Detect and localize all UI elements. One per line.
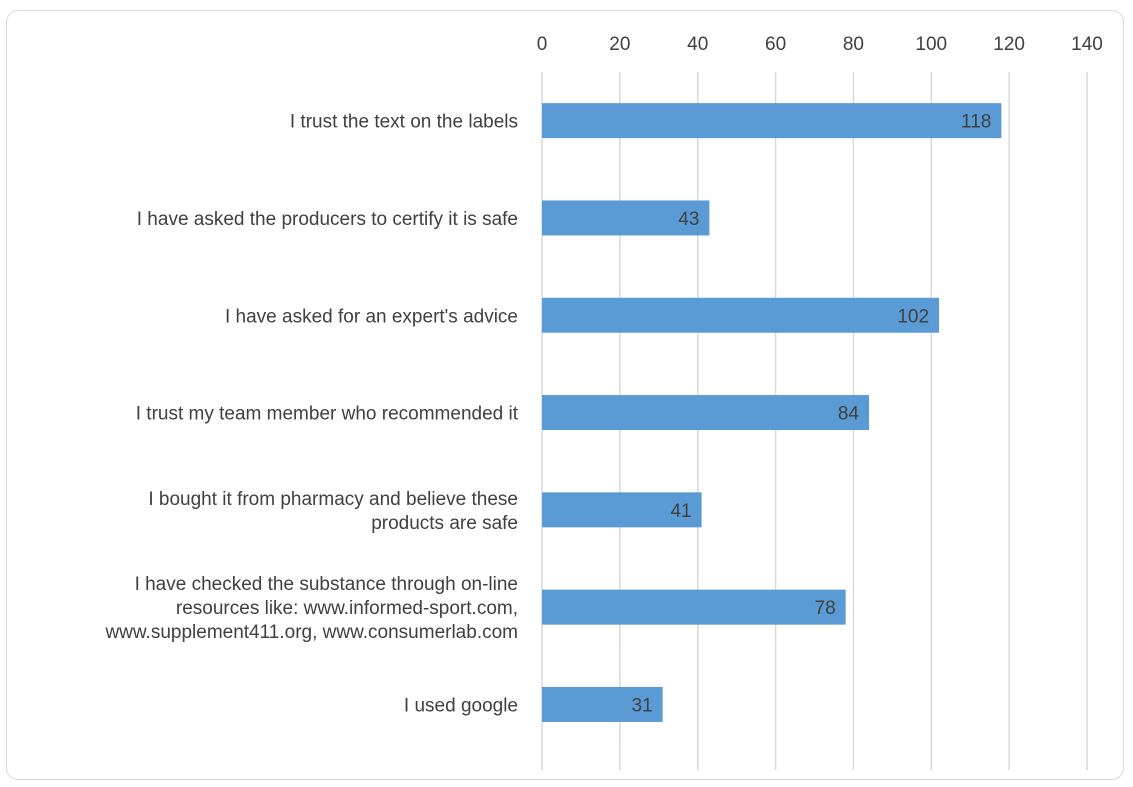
category-label: I trust the text on the labels — [290, 112, 518, 133]
data-label: 31 — [632, 695, 653, 716]
bar — [542, 395, 869, 431]
data-label: 102 — [897, 306, 929, 327]
data-labels: 118 43 102 84 41 78 31 — [632, 112, 992, 717]
data-label: 118 — [961, 112, 991, 133]
data-label: 84 — [838, 404, 860, 425]
x-tick-label: 140 — [1071, 34, 1103, 55]
bar — [542, 297, 940, 333]
category-label-line: I have asked the producers to certify it… — [137, 209, 518, 230]
category-label-line: resources like: www.informed-sport.com, — [176, 598, 518, 619]
bars — [542, 103, 1002, 722]
x-tick-label: 100 — [915, 34, 947, 55]
category-label: I have asked the producers to certify it… — [137, 209, 518, 230]
data-label: 78 — [815, 598, 836, 619]
category-label: I have checked the substance through on-… — [104, 574, 518, 643]
data-label: 41 — [670, 501, 691, 522]
category-label: I bought it from pharmacy and believe th… — [148, 489, 518, 534]
bar — [542, 686, 663, 722]
category-label: I used google — [404, 695, 518, 716]
category-label-line: I trust the text on the labels — [290, 112, 518, 133]
category-label: I trust my team member who recommended i… — [136, 404, 519, 425]
category-label: I have asked for an expert's advice — [225, 306, 518, 327]
category-label-line: I have checked the substance through on-… — [135, 574, 518, 595]
category-label-line: products are safe — [371, 513, 518, 534]
x-tick-label: 0 — [537, 34, 548, 55]
chart-frame — [6, 10, 1124, 780]
bar — [542, 589, 846, 625]
category-label-line: I bought it from pharmacy and believe th… — [148, 489, 518, 510]
category-label-line: I used google — [404, 695, 518, 716]
data-label: 43 — [678, 209, 699, 230]
category-label-line: I trust my team member who recommended i… — [136, 404, 519, 425]
bar — [542, 200, 710, 236]
x-tick-label: 80 — [843, 34, 864, 55]
x-tick-label: 60 — [765, 34, 786, 55]
bar — [542, 492, 702, 528]
x-axis-ticks: 0 20 40 60 80 100 120 140 — [537, 34, 1103, 55]
bar — [542, 103, 1002, 139]
x-tick-label: 20 — [609, 34, 630, 55]
category-labels: I trust the text on the labels I have ask… — [104, 112, 518, 717]
x-tick-label: 120 — [993, 34, 1025, 55]
category-label-line: I have asked for an expert's advice — [225, 306, 518, 327]
category-label-line: www.supplement411.org, www.consumerlab.c… — [104, 622, 518, 643]
x-tick-label: 40 — [687, 34, 708, 55]
